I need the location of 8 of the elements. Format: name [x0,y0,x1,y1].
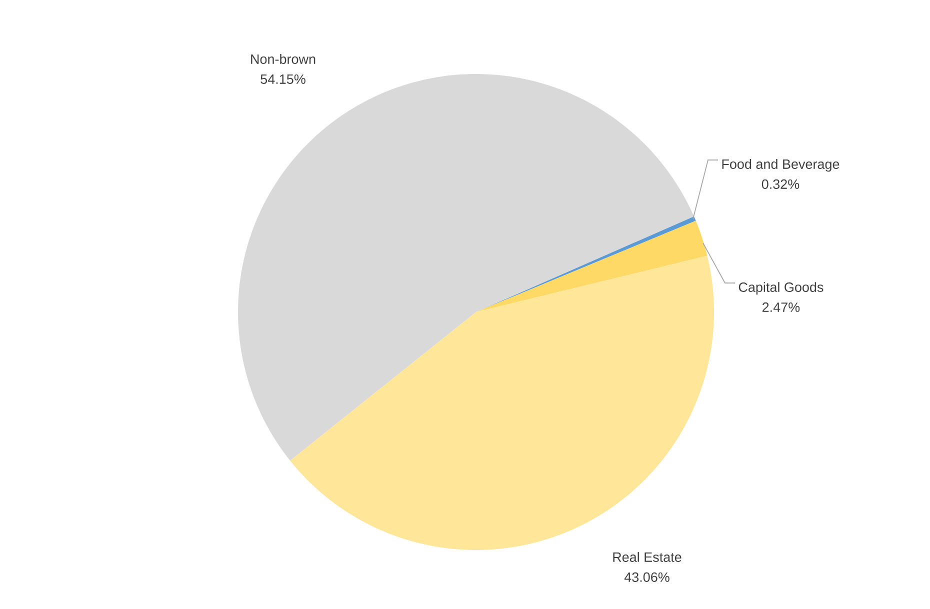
slice-label: Food and Beverage [722,159,840,172]
data-label: 0.32% [762,179,800,189]
slice-label: Real Estate [613,552,682,562]
data-label: 43.06% [624,572,670,582]
data-label: 2.47% [762,302,800,312]
slice-label: Non-brown [251,54,316,64]
slice-label: Capital Goods [738,282,824,295]
data-label: 54.15% [260,74,306,84]
